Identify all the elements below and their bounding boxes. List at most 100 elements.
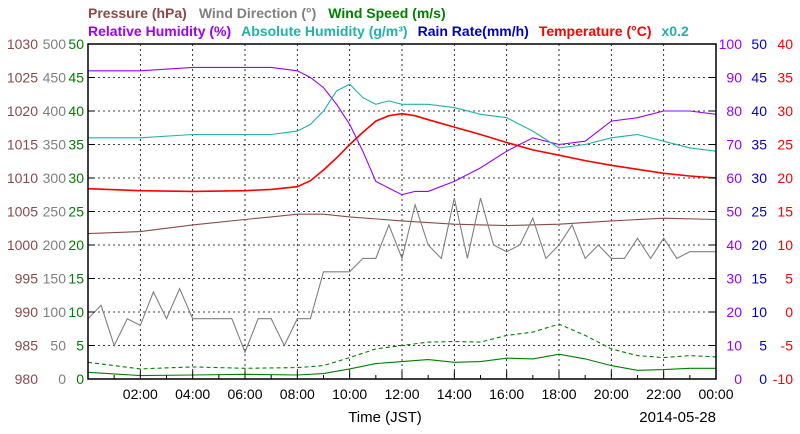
- series-line-wind_speed: [87, 353, 716, 377]
- x-tick-label: 14:00: [437, 386, 472, 402]
- legend-row-2: Relative Humidity (%) Absolute Humidity (…: [88, 23, 689, 39]
- wind_direction-tick-label: 400: [43, 103, 67, 119]
- legend-entry: Rain Rate(mm/h): [418, 23, 529, 39]
- wind_speed-tick-label: 30: [68, 170, 84, 186]
- x-tick-label: 12:00: [384, 386, 419, 402]
- pressure-tick-label: 995: [15, 271, 39, 287]
- pressure-tick-label: 985: [15, 338, 39, 354]
- legend-entry: Relative Humidity (%): [88, 23, 231, 39]
- humidity-tick-label: 50: [726, 204, 742, 220]
- temperature-tick-label: 40: [777, 36, 793, 52]
- wind_speed-tick-label: 35: [68, 137, 84, 153]
- temperature-tick-label: 10: [777, 237, 793, 253]
- wind_direction-tick-label: 0: [58, 371, 66, 387]
- rain_rate-tick-label: 50: [751, 36, 767, 52]
- series-line-humidity: [88, 66, 717, 196]
- series-line-pressure: [87, 213, 717, 235]
- pressure-tick-label: 1000: [7, 237, 38, 253]
- date-label: 2014-05-28: [639, 409, 716, 426]
- temperature-tick-label: -5: [781, 338, 794, 354]
- x-tick-label: 16:00: [489, 386, 524, 402]
- legend-entry: Temperature (°C): [539, 23, 652, 39]
- x-tick-label: 08:00: [280, 386, 315, 402]
- temperature-tick-label: 0: [785, 304, 793, 320]
- humidity-tick-label: 0: [734, 371, 742, 387]
- rain_rate-tick-label: 45: [751, 70, 767, 86]
- legend-entry: Absolute Humidity (g/m³): [241, 23, 407, 39]
- pressure-tick-label: 990: [15, 304, 39, 320]
- x-tick-label: 22:00: [646, 386, 681, 402]
- wind_direction-tick-label: 350: [43, 137, 67, 153]
- wind_direction-tick-label: 200: [43, 237, 67, 253]
- wind_direction-tick-label: 250: [43, 204, 67, 220]
- humidity-tick-label: 10: [726, 338, 742, 354]
- rain_rate-tick-label: 0: [759, 371, 767, 387]
- right-axes: 0102030405060708090100051015202530354045…: [709, 36, 793, 387]
- pressure-tick-label: 1005: [7, 204, 38, 220]
- temperature-tick-label: 25: [777, 137, 793, 153]
- wind_speed-tick-label: 15: [68, 271, 84, 287]
- x-tick-label: 18:00: [541, 386, 576, 402]
- pressure-tick-label: 1010: [7, 170, 38, 186]
- humidity-tick-label: 40: [726, 237, 742, 253]
- wind_speed-tick-label: 20: [68, 237, 84, 253]
- humidity-tick-label: 100: [719, 36, 743, 52]
- pressure-tick-label: 1025: [7, 70, 38, 86]
- grid: [88, 44, 716, 379]
- pressure-tick-label: 1015: [7, 137, 38, 153]
- humidity-tick-label: 20: [726, 304, 742, 320]
- temperature-tick-label: 30: [777, 103, 793, 119]
- rain_rate-tick-label: 35: [751, 137, 767, 153]
- humidity-tick-label: 70: [726, 137, 742, 153]
- pressure-tick-label: 980: [15, 371, 39, 387]
- wind_speed-tick-label: 10: [68, 304, 84, 320]
- left-axes: 9809859909951000100510101015102010251030…: [7, 36, 95, 387]
- legend-row-1: Pressure (hPa) Wind Direction (°) Wind Spe…: [88, 5, 446, 21]
- series-line-temperature: [87, 112, 717, 193]
- legend-entry: x0.2: [662, 23, 689, 39]
- legend-entry: Wind Direction (°): [199, 5, 316, 21]
- pressure-tick-label: 1030: [7, 36, 38, 52]
- series-line-humidity: [88, 83, 717, 152]
- pressure-tick-label: 1020: [7, 103, 38, 119]
- wind_direction-tick-label: 300: [43, 170, 67, 186]
- x-tick-label: 04:00: [175, 386, 210, 402]
- temperature-tick-label: -10: [773, 371, 793, 387]
- wind_direction-tick-label: 450: [43, 70, 67, 86]
- humidity-tick-label: 80: [726, 103, 742, 119]
- x-tick-label: 20:00: [594, 386, 629, 402]
- temperature-tick-label: 15: [777, 204, 793, 220]
- rain_rate-tick-label: 30: [751, 170, 767, 186]
- wind_speed-tick-label: 45: [68, 70, 84, 86]
- x-tick-label: 06:00: [227, 386, 262, 402]
- wind_direction-tick-label: 500: [43, 36, 67, 52]
- x-tick-label: 10:00: [332, 386, 367, 402]
- wind_speed-tick-label: 0: [76, 371, 84, 387]
- wind_direction-tick-label: 150: [43, 271, 67, 287]
- series-group: [87, 66, 717, 380]
- x-axis: 02:00 04:00 06:00 08:00 10:00 12:00 14:00 16:00…: [113, 371, 734, 402]
- wind_speed-tick-label: 5: [76, 338, 84, 354]
- rain_rate-tick-label: 10: [751, 304, 767, 320]
- x-tick-label: 02:00: [123, 386, 158, 402]
- x-axis-label: Time (JST): [348, 409, 422, 426]
- x-tick-label: 00:00: [698, 386, 733, 402]
- series-line-wind_direction: [87, 197, 716, 354]
- wind_speed-tick-label: 50: [68, 36, 84, 52]
- rain_rate-tick-label: 25: [751, 204, 767, 220]
- temperature-tick-label: 35: [777, 70, 793, 86]
- rain_rate-tick-label: 15: [751, 271, 767, 287]
- humidity-tick-label: 90: [726, 70, 742, 86]
- temperature-tick-label: 5: [785, 271, 793, 287]
- rain_rate-tick-label: 20: [751, 237, 767, 253]
- humidity-tick-label: 30: [726, 271, 742, 287]
- rain_rate-tick-label: 5: [759, 338, 767, 354]
- humidity-tick-label: 60: [726, 170, 742, 186]
- legend-entry: Wind Speed (m/s): [328, 5, 445, 21]
- wind_direction-tick-label: 50: [50, 338, 66, 354]
- temperature-tick-label: 20: [777, 170, 793, 186]
- wind_speed-tick-label: 40: [68, 103, 84, 119]
- wind_speed-tick-label: 25: [68, 204, 84, 220]
- legend-entry: Pressure (hPa): [88, 5, 187, 21]
